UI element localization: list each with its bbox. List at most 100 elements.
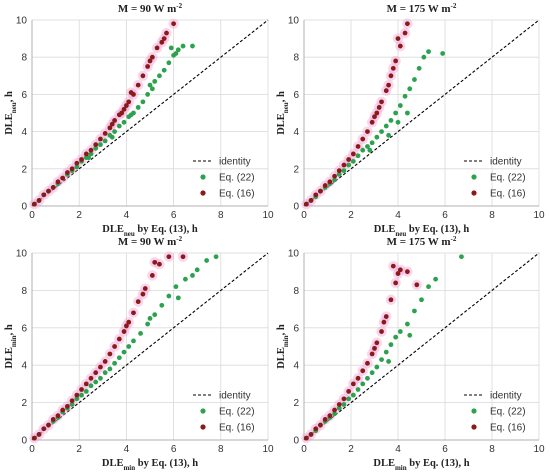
point-eq16 bbox=[379, 329, 384, 334]
point-eq16 bbox=[41, 426, 47, 432]
point-eq22 bbox=[374, 364, 380, 370]
point-eq22 bbox=[388, 118, 394, 123]
point-eq16 bbox=[336, 402, 342, 407]
x-tick-label: 4 bbox=[395, 444, 401, 455]
point-eq22 bbox=[116, 355, 122, 361]
point-eq22 bbox=[175, 47, 181, 53]
point-eq16 bbox=[159, 39, 165, 45]
identity-line bbox=[303, 252, 540, 441]
legend-label: Eq. (16) bbox=[219, 189, 255, 200]
point-eq22 bbox=[416, 65, 422, 71]
point-eq16 bbox=[350, 151, 356, 157]
point-eq22 bbox=[397, 103, 403, 108]
point-eq16 bbox=[313, 192, 319, 198]
point-eq22 bbox=[175, 295, 181, 301]
legend-label: Eq. (22) bbox=[219, 407, 255, 418]
point-eq16 bbox=[313, 426, 319, 432]
y-tick-label: 4 bbox=[293, 127, 299, 138]
y-tick-label: 0 bbox=[293, 436, 299, 447]
y-tick-label: 6 bbox=[293, 323, 299, 334]
point-eq22 bbox=[112, 129, 117, 135]
chart-panel-4: 0 2 4 6 8 10 0 2 4 6 8 10 M = 175 W m-2 DLEmin by Eq.… bbox=[276, 235, 545, 472]
legend-swatch bbox=[471, 424, 477, 430]
y-tick-label: 2 bbox=[293, 164, 299, 175]
x-tick-label: 6 bbox=[442, 444, 448, 455]
point-eq22 bbox=[365, 375, 370, 381]
point-eq22 bbox=[421, 54, 427, 60]
chart-title: M = 90 W m-2 bbox=[118, 2, 183, 15]
point-eq22 bbox=[145, 321, 151, 327]
point-eq22 bbox=[402, 93, 408, 99]
point-eq22 bbox=[383, 123, 389, 129]
point-eq22 bbox=[157, 73, 162, 79]
y-tick-label: 6 bbox=[21, 90, 27, 101]
point-eq22 bbox=[386, 132, 391, 138]
point-eq22 bbox=[98, 142, 103, 148]
point-eq16 bbox=[126, 99, 132, 105]
point-eq22 bbox=[147, 82, 153, 88]
point-eq16 bbox=[166, 254, 172, 260]
y-tick-label: 10 bbox=[288, 249, 300, 260]
x-tick-label: 8 bbox=[489, 444, 495, 455]
point-eq22 bbox=[393, 110, 399, 116]
y-tick-label: 10 bbox=[16, 249, 28, 260]
point-eq16 bbox=[397, 267, 403, 273]
point-eq16 bbox=[55, 413, 61, 419]
point-eq22 bbox=[102, 370, 108, 376]
legend-label: Eq. (22) bbox=[219, 173, 255, 184]
x-tick-label: 2 bbox=[348, 210, 354, 221]
y-tick-label: 8 bbox=[293, 286, 299, 297]
point-eq22 bbox=[161, 67, 167, 73]
point-eq16 bbox=[41, 192, 47, 198]
point-eq22 bbox=[379, 129, 384, 135]
x-tick-label: 4 bbox=[124, 210, 130, 221]
point-eq22 bbox=[194, 267, 200, 273]
y-tick-label: 0 bbox=[21, 202, 27, 213]
point-eq16 bbox=[131, 310, 136, 316]
x-axis-label: DLEneu by Eq. (13), h bbox=[102, 224, 198, 238]
legend: identity Eq. (22) Eq. (16) bbox=[193, 157, 255, 200]
point-eq16 bbox=[55, 179, 61, 185]
point-eq16 bbox=[102, 131, 108, 136]
x-tick-label: 6 bbox=[442, 210, 448, 221]
point-eq22 bbox=[145, 92, 151, 97]
x-axis-label: DLEneu by Eq. (13), h bbox=[374, 224, 470, 238]
point-eq16 bbox=[327, 179, 333, 185]
legend-label: Eq. (16) bbox=[490, 189, 526, 200]
point-eq16 bbox=[69, 166, 75, 172]
y-axis-label: DLEmin, h bbox=[276, 324, 290, 369]
point-eq16 bbox=[142, 286, 148, 291]
legend-label: Eq. (16) bbox=[219, 423, 255, 434]
point-eq22 bbox=[190, 273, 195, 278]
point-eq16 bbox=[369, 119, 375, 125]
x-tick-label: 0 bbox=[301, 210, 307, 221]
point-eq22 bbox=[152, 312, 158, 318]
point-eq22 bbox=[395, 119, 401, 125]
x-tick-label: 10 bbox=[262, 444, 274, 455]
point-eq16 bbox=[135, 82, 141, 88]
point-eq22 bbox=[346, 162, 352, 168]
point-eq16 bbox=[405, 269, 410, 275]
point-eq16 bbox=[346, 388, 352, 394]
point-eq16 bbox=[376, 105, 382, 110]
point-eq16 bbox=[124, 323, 129, 329]
point-eq22 bbox=[419, 297, 424, 303]
y-tick-label: 2 bbox=[293, 398, 299, 409]
legend-swatch bbox=[471, 408, 477, 414]
point-eq16 bbox=[318, 422, 323, 428]
point-eq16 bbox=[50, 185, 56, 190]
point-eq16 bbox=[83, 381, 89, 387]
x-tick-label: 2 bbox=[348, 444, 354, 455]
x-tick-label: 10 bbox=[533, 444, 545, 455]
point-eq22 bbox=[69, 402, 75, 407]
point-eq16 bbox=[372, 114, 377, 120]
point-eq22 bbox=[412, 308, 417, 314]
x-tick-label: 10 bbox=[262, 210, 274, 221]
point-eq16 bbox=[402, 30, 408, 36]
x-tick-label: 0 bbox=[29, 444, 35, 455]
point-eq16 bbox=[145, 64, 151, 69]
legend: identity Eq. (22) Eq. (16) bbox=[464, 157, 526, 200]
identity-line bbox=[31, 252, 269, 441]
point-eq16 bbox=[149, 54, 155, 60]
